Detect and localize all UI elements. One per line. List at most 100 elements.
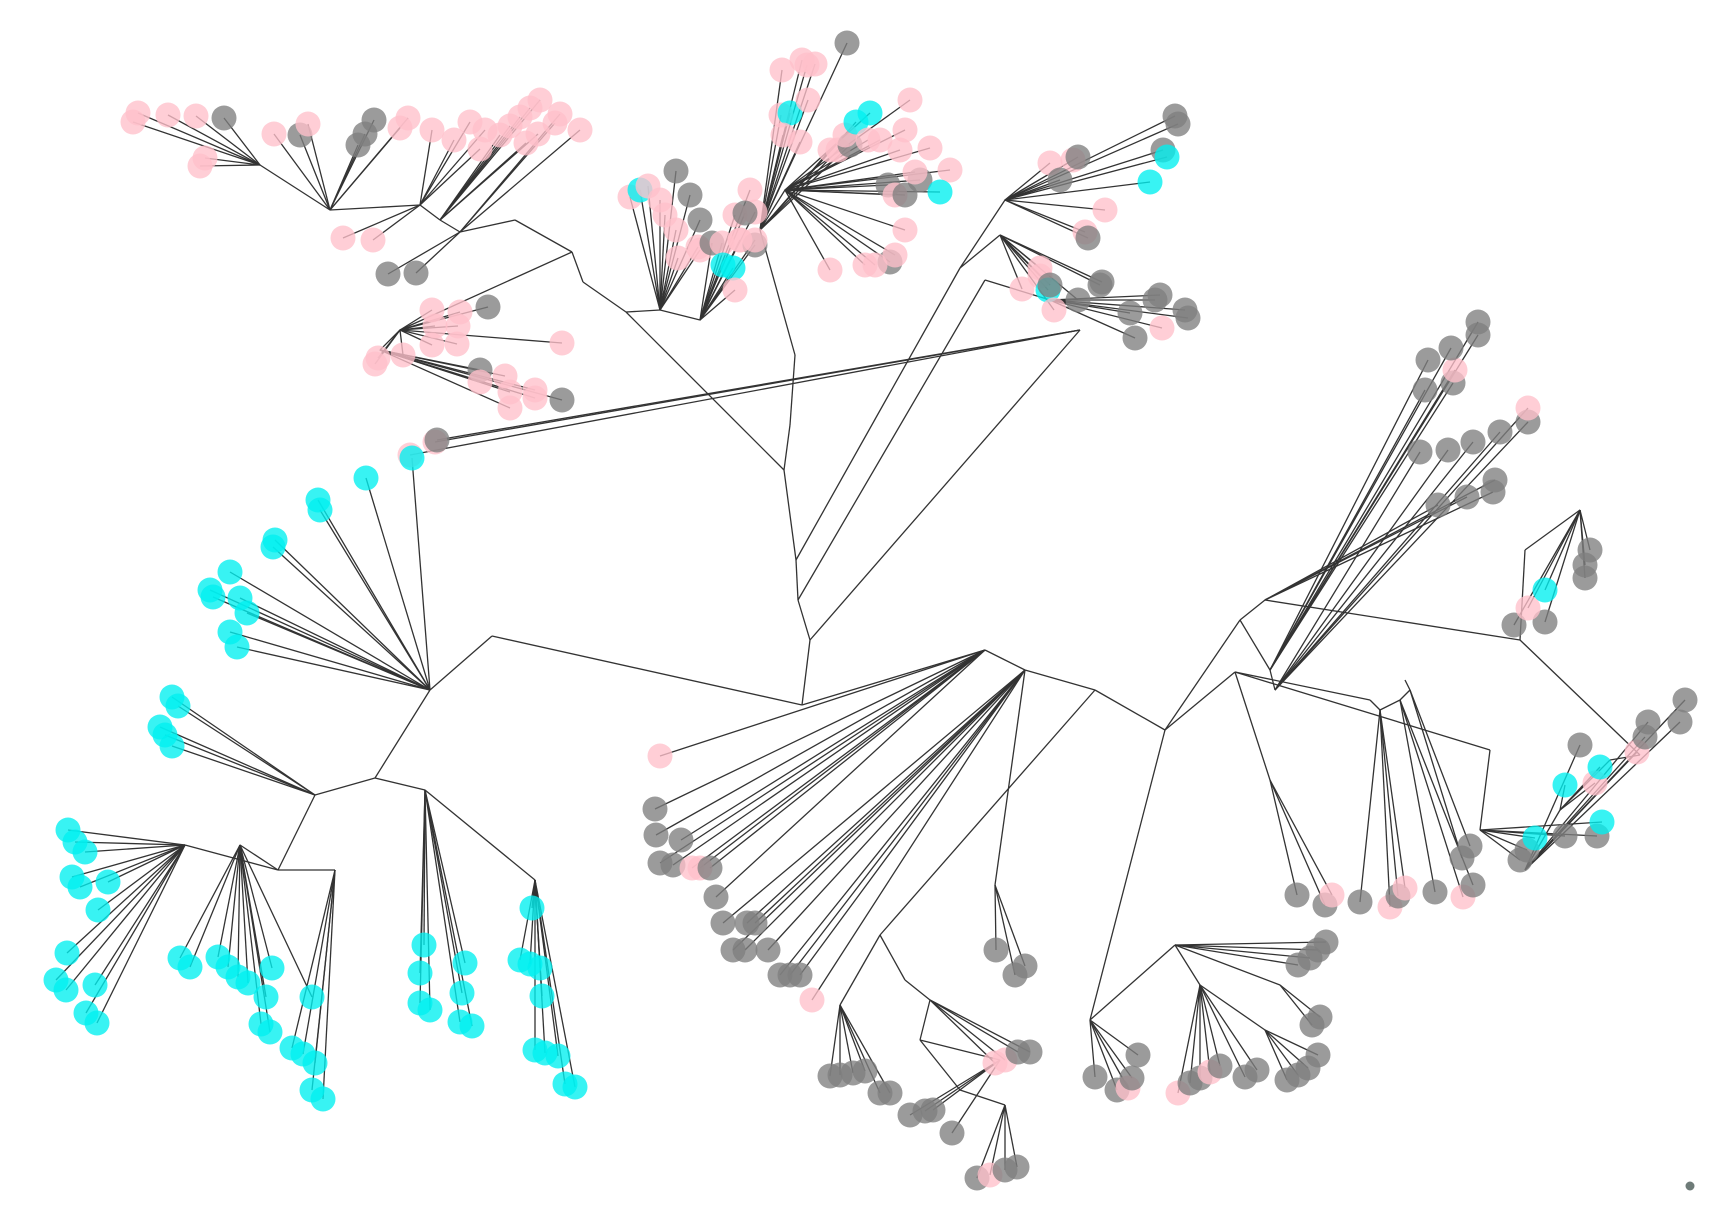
leaf-branch (97, 844, 186, 911)
leaf-node-gray (892, 182, 918, 208)
leaf-node-gray (211, 105, 237, 131)
leaf-branch (274, 539, 431, 691)
leaf-branch (1199, 984, 1258, 1071)
leaf-branch (929, 999, 1006, 1061)
tree-branch (1239, 599, 1266, 621)
leaf-node-gray (1004, 1154, 1030, 1180)
leaf-branch (237, 844, 241, 978)
leaf-node-gray (1284, 882, 1310, 908)
leaf-node-pink (1515, 395, 1541, 421)
leaf-node-cyan (95, 869, 121, 895)
leaf-branch (302, 869, 336, 1055)
leaf-branch (342, 204, 421, 239)
leaf-node-cyan (1552, 772, 1578, 798)
tree-branch (919, 1039, 961, 1091)
tree-branch (783, 469, 797, 561)
leaf-branch (994, 884, 1026, 967)
leaf-branch (436, 329, 1081, 441)
leaf-node-cyan (165, 693, 191, 719)
leaf-branch (66, 844, 186, 954)
leaf-node-gray (1460, 429, 1486, 455)
tree-branch (419, 204, 441, 221)
leaf-node-gray (1552, 823, 1578, 849)
leaf-node-pink (647, 743, 673, 769)
leaf-branch (1409, 689, 1471, 847)
tree-edges (55, 42, 1686, 1179)
leaf-node-pink (1442, 357, 1468, 383)
tree-branch (783, 424, 791, 471)
leaf-branch (409, 329, 1081, 456)
leaf-branch (1359, 709, 1381, 903)
leaf-node-gray (1065, 144, 1091, 170)
leaf-node-gray (642, 796, 668, 822)
leaf-node-pink (902, 159, 928, 185)
leaf-node-cyan (85, 897, 111, 923)
leaf-branch (1274, 421, 1529, 691)
leaf-branch (167, 114, 261, 166)
tree-branch (239, 844, 279, 871)
leaf-branch (236, 646, 431, 691)
leaf-node-pink (799, 987, 825, 1013)
leaf-branch (691, 649, 986, 869)
leaf-branch (1479, 821, 1603, 831)
leaf-node-pink (737, 177, 763, 203)
leaf-node-pink (192, 145, 218, 171)
leaf-branch (1199, 984, 1221, 1067)
leaf-node-gray (424, 427, 450, 453)
leaf-node-pink (547, 101, 573, 127)
leaf-node-gray (1125, 1042, 1151, 1068)
leaf-node-cyan (224, 634, 250, 660)
leaf-node-cyan (417, 997, 443, 1023)
leaf-node-gray (1412, 377, 1438, 403)
leaf-node-gray (1147, 282, 1173, 308)
leaf-node-gray (1454, 484, 1480, 510)
leaf-node-gray (1165, 111, 1191, 137)
leaf-node-gray (361, 107, 387, 133)
leaf-branch (319, 509, 431, 691)
tree-branch (879, 934, 906, 981)
leaf-branch (715, 649, 986, 898)
leaf-node-cyan (527, 955, 553, 981)
tree-branch (879, 689, 1096, 936)
leaf-node-cyan (53, 977, 79, 1003)
leaf-branch (1174, 944, 1299, 966)
leaf-branch (680, 649, 986, 841)
leaf-node-cyan (260, 534, 286, 560)
leaf-node-cyan (159, 733, 185, 759)
leaf-node-gray (920, 1097, 946, 1123)
leaf-node-cyan (302, 1050, 328, 1076)
leaf-branch (639, 189, 661, 311)
leaf-branch (171, 696, 316, 796)
leaf-branch (1004, 199, 1086, 233)
leaf-node-gray (1313, 929, 1339, 955)
leaf-node-pink (390, 342, 416, 368)
leaf-branch (387, 231, 461, 275)
leaf-branch (1379, 709, 1399, 897)
leaf-node-pink (125, 100, 151, 126)
leaf-node-pink (419, 332, 445, 358)
tree-branch (1524, 509, 1581, 551)
tree-branch (184, 844, 279, 871)
leaf-branch (1174, 944, 1311, 959)
leaf-node-gray (1672, 687, 1698, 713)
leaf-node-gray (732, 200, 758, 226)
tree-branch (797, 599, 811, 641)
leaf-branch (229, 631, 431, 691)
leaf-node-pink (882, 242, 908, 268)
leaf-branch (1264, 504, 1439, 601)
tree-branch (984, 649, 1026, 671)
leaf-branch (784, 189, 831, 271)
leaf-node-cyan (720, 255, 746, 281)
tree-branch (1404, 679, 1411, 691)
leaf-node-pink (422, 313, 448, 339)
leaf-node-pink (522, 385, 548, 411)
tree-branch (374, 777, 426, 791)
leaf-node-pink (787, 129, 813, 155)
leaf-node-gray (1567, 732, 1593, 758)
leaf-branch (94, 844, 186, 986)
leaf-node-cyan (67, 874, 93, 900)
leaf-node-gray (1482, 467, 1508, 493)
leaf-node-gray (1635, 709, 1661, 735)
leaf-branch (784, 189, 891, 263)
leaf-node-pink (722, 277, 748, 303)
